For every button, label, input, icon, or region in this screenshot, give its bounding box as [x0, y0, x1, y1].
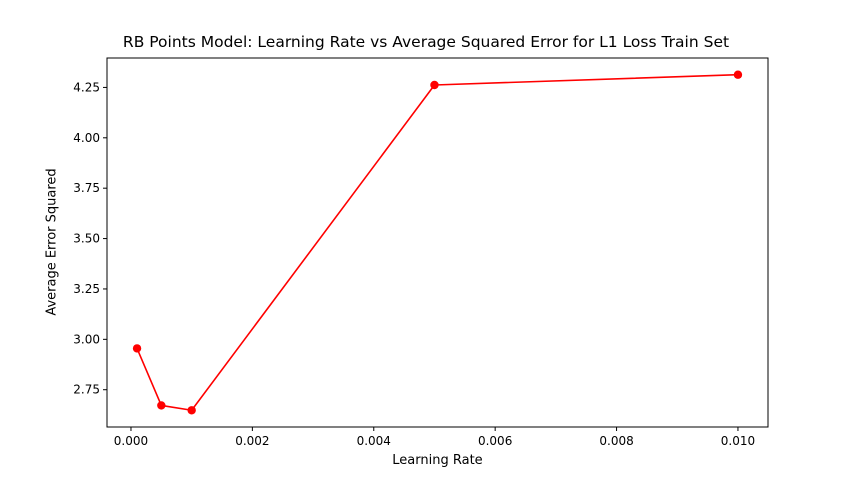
x-axis-ticks: 0.000 0.002 0.004 0.006 0.008 0.010 [114, 427, 755, 448]
y-tick-label: 3.75 [73, 181, 100, 195]
x-tick-label: 0.006 [478, 434, 512, 448]
data-point [187, 406, 196, 415]
x-tick-label: 0.002 [235, 434, 269, 448]
y-tick-label: 2.75 [73, 383, 100, 397]
y-tick-label: 4.00 [73, 131, 100, 145]
chart-title: RB Points Model: Learning Rate vs Averag… [122, 33, 730, 51]
series-group [132, 70, 743, 415]
data-point [157, 401, 166, 410]
plot-frame [106, 57, 769, 428]
plot-area [107, 58, 768, 427]
y-axis-ticks: 2.75 3.00 3.25 3.50 3.75 4.00 4.25 [73, 80, 107, 397]
y-tick-label: 3.50 [73, 232, 100, 246]
y-axis-label: Average Error Squared [44, 168, 60, 316]
data-point [430, 80, 439, 90]
x-tick-label: 0.010 [721, 434, 755, 448]
x-tick-label: 0.004 [357, 434, 391, 448]
x-tick-label: 0.008 [599, 434, 633, 448]
data-point [733, 70, 743, 79]
y-tick-label: 4.25 [73, 80, 100, 94]
y-tick-label: 3.25 [73, 282, 100, 296]
x-axis-label: Learning Rate [392, 453, 483, 468]
data-point [132, 344, 142, 353]
x-tick-label: 0.000 [114, 434, 148, 448]
y-tick-label: 3.00 [73, 332, 100, 346]
